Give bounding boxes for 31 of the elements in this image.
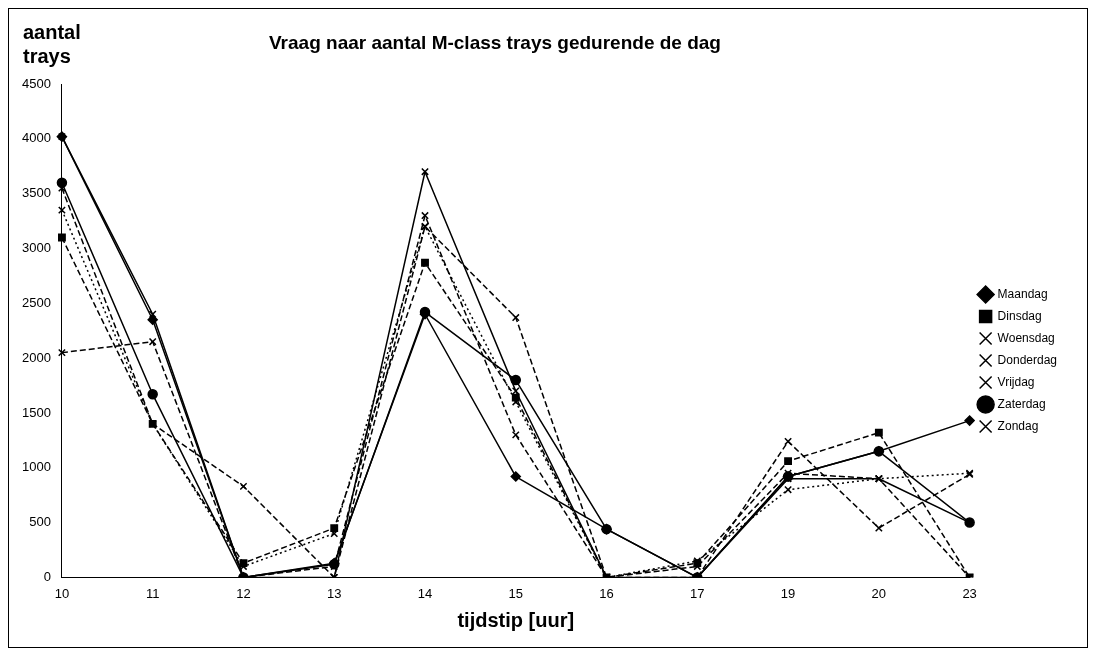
- y-tick-label: 1000: [22, 459, 51, 475]
- x-tick-label: 19: [780, 585, 796, 601]
- y-tick-label: 4000: [22, 130, 51, 146]
- x-axis-title: tijdstip [uur]: [457, 608, 575, 631]
- legend-label: Woensdag: [997, 330, 1055, 345]
- y-tick-label: 3000: [22, 240, 51, 256]
- y-tick-label: 2500: [22, 294, 51, 310]
- y-tick-label: 2000: [22, 349, 51, 365]
- x-tick-label: 16: [599, 585, 614, 601]
- x-tick-label: 17: [690, 585, 705, 601]
- x-tick-label: 10: [54, 585, 70, 601]
- legend-label: Dinsdag: [997, 308, 1042, 323]
- x-tick-label: 11: [145, 585, 160, 601]
- y-tick-label: 1500: [22, 404, 51, 420]
- y-tick-label: 3500: [22, 185, 51, 201]
- x-tick-label: 20: [871, 585, 887, 601]
- x-tick-label: 13: [327, 585, 342, 601]
- y-tick-label: 0: [43, 568, 51, 584]
- legend-label: Donderdag: [997, 352, 1058, 367]
- chart-title: Vraag naar aantal M-class trays gedurende de dag: [269, 32, 721, 53]
- legend-label: Zondag: [997, 418, 1039, 433]
- x-tick-label: 12: [236, 585, 251, 601]
- y-axis-title: aantal trays: [23, 21, 81, 67]
- x-tick-label: 15: [508, 585, 523, 601]
- legend-label: Maandag: [997, 286, 1048, 301]
- y-tick-label: 4500: [22, 75, 51, 91]
- x-tick-label: 23: [962, 585, 977, 601]
- legend-label: Zaterdag: [997, 396, 1046, 411]
- legend-label: Vrijdag: [997, 374, 1035, 389]
- x-tick-label: 14: [417, 585, 433, 601]
- y-tick-label: 500: [29, 514, 51, 530]
